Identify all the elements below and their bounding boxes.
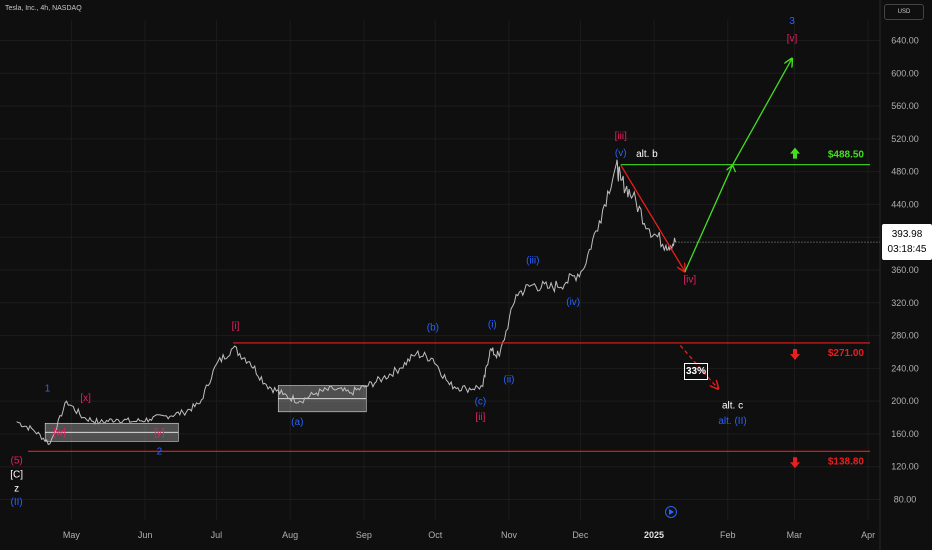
y-tick-label: 240.00 (891, 363, 919, 373)
wave-label: 2 (157, 446, 163, 457)
wave-label: [y] (154, 428, 165, 439)
y-tick-label: 200.00 (891, 396, 919, 406)
projection-path (620, 164, 685, 272)
wave-label: (a) (291, 417, 303, 428)
currency-button[interactable]: USD (884, 4, 924, 20)
play-icon (669, 509, 674, 515)
wave-label: 1 (45, 383, 51, 394)
x-tick-label: Oct (428, 530, 443, 540)
projections (620, 59, 792, 389)
x-tick-label: Sep (356, 530, 372, 540)
x-tick-label: Apr (861, 530, 875, 540)
y-axis: 80.00 120.00 160.00 200.00 240.00 280.00 320.0… (879, 0, 919, 550)
wave-label: [i] (232, 321, 240, 332)
wave-label: [C] (10, 469, 23, 480)
wave-label: alt. (II) (718, 416, 746, 427)
x-tick-label: Jul (211, 530, 223, 540)
symbol-header: Tesla, Inc., 4h, NASDAQ (5, 5, 82, 12)
wave-label: 3 (789, 16, 795, 27)
wave-label: alt. c (722, 401, 743, 412)
wave-label: (c) (475, 396, 487, 407)
wave-label: [x] (80, 393, 91, 404)
wave-label: (II) (11, 497, 23, 508)
y-tick-label: 80.00 (894, 495, 917, 505)
y-tick-label: 560.00 (891, 101, 919, 111)
zones (44, 385, 367, 442)
y-tick-label: 160.00 (891, 429, 919, 439)
wave-label: (iii) (526, 255, 539, 266)
y-tick-label: 360.00 (891, 265, 919, 275)
wave-label: (b) (427, 323, 439, 334)
current-price-value: 393.98 (891, 229, 923, 240)
wave-label: [v] (787, 33, 798, 44)
price-line (16, 159, 676, 446)
bar-countdown: 03:18:45 (887, 244, 927, 255)
wave-label: [w] (53, 428, 66, 439)
wave-label: (ii) (503, 374, 514, 385)
level-label: $138.80 (828, 456, 865, 467)
wave-label: [iv] (683, 274, 696, 285)
x-tick-label: Jun (138, 530, 153, 540)
wave-labels: (5) [C] z (II) 1 [x] [w] [y] 2 [i] (a) (b) (c) [ii] (i… (10, 16, 797, 508)
wave-label: (i) (488, 319, 497, 330)
x-tick-label: Dec (572, 530, 589, 540)
waypoint-arrowhead (726, 164, 737, 173)
go-to-realtime-icon (665, 506, 677, 518)
grid (0, 20, 880, 520)
x-tick-label: Nov (501, 530, 518, 540)
arrow-down-icon (790, 457, 800, 469)
projection-path (679, 344, 718, 388)
level-lines: $488.50 $271.00 $138.80 (28, 147, 870, 469)
y-tick-label: 280.00 (891, 331, 919, 341)
level-label: $271.00 (828, 348, 865, 359)
wave-label: (iv) (566, 297, 580, 308)
current-price-label: 393.98 03:18:45 (882, 224, 932, 260)
y-tick-label: 320.00 (891, 298, 919, 308)
arrow-up-icon (790, 147, 800, 159)
x-tick-label: Mar (787, 530, 803, 540)
probability-box: 33% (684, 363, 708, 380)
y-tick-label: 600.00 (891, 68, 919, 78)
y-tick-label: 640.00 (891, 35, 919, 45)
y-tick-label: 440.00 (891, 199, 919, 209)
y-tick-label: 520.00 (891, 134, 919, 144)
y-tick-label: 480.00 (891, 167, 919, 177)
misc (665, 241, 880, 518)
x-axis: May Jun Jul Aug Sep Oct Nov Dec 2025 Feb Mar Apr (63, 530, 875, 540)
wave-label: alt. b (636, 149, 658, 160)
x-tick-label: May (63, 530, 81, 540)
x-tick-label: Feb (720, 530, 736, 540)
wave-label: (5) (11, 455, 23, 466)
arrow-down-icon (790, 348, 800, 360)
wave-label: [ii] (475, 412, 485, 423)
wave-label: z (14, 483, 19, 494)
x-tick-label: Aug (282, 530, 298, 540)
x-tick-label: 2025 (644, 530, 664, 540)
y-tick-label: 120.00 (891, 462, 919, 472)
price-series (16, 159, 676, 446)
wave-label: (v) (615, 148, 627, 159)
wave-label: [iii] (615, 131, 627, 142)
level-label: $488.50 (828, 150, 865, 161)
